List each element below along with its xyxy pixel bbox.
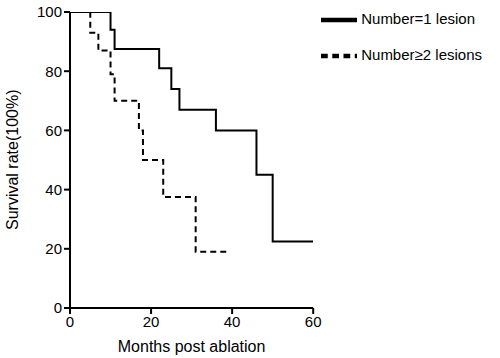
svg-text:Survival rate(100%): Survival rate(100%) <box>8 90 21 231</box>
svg-text:20: 20 <box>143 313 160 330</box>
html-text:Number=1 lesion: Number=1 lesion <box>361 10 475 27</box>
svg-text:60: 60 <box>45 122 62 139</box>
svg-text:40: 40 <box>45 181 62 198</box>
svg-text:60: 60 <box>305 313 322 330</box>
svg-text:20: 20 <box>45 240 62 257</box>
svg-text:100: 100 <box>37 3 62 20</box>
svg-text:Months post ablation: Months post ablation <box>118 338 266 355</box>
svg-text:80: 80 <box>45 63 62 80</box>
html-text:Number≥2 lesions: Number≥2 lesions <box>361 46 482 63</box>
svg-text:0: 0 <box>66 313 74 330</box>
svg-text:40: 40 <box>224 313 241 330</box>
svg-text:0: 0 <box>54 299 62 316</box>
